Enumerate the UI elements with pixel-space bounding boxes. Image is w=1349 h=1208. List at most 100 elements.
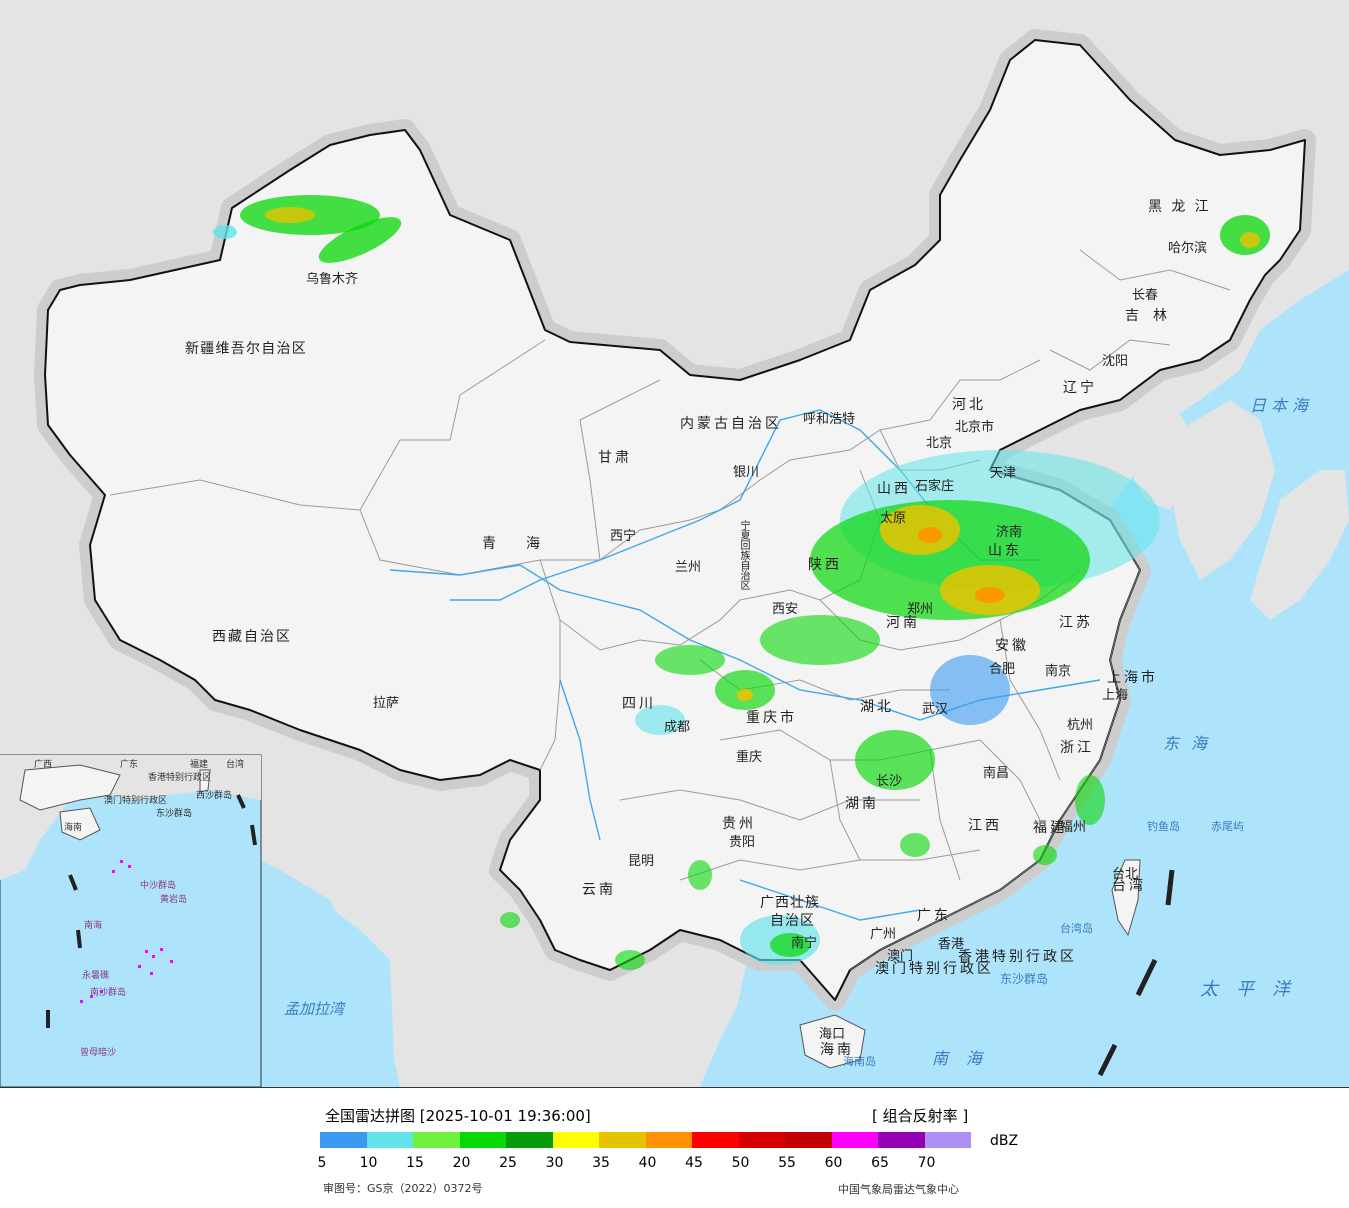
province-label: 江苏 [1059, 615, 1093, 631]
city-label: 银川 [733, 465, 760, 480]
city-label: 广州 [870, 927, 897, 942]
sea-label: 钓鱼岛 [1147, 820, 1180, 833]
province-label: 广东 [917, 908, 951, 924]
city-label: 天津 [990, 466, 1017, 481]
city-label: 哈尔滨 [1168, 241, 1208, 256]
province-label: 辽宁 [1063, 380, 1097, 396]
city-label: 福州 [1060, 820, 1087, 835]
radar-echoes [213, 195, 1270, 970]
city-label: 西宁 [610, 529, 637, 544]
city-label: 沈阳 [1102, 354, 1129, 369]
city-label: 北京 [926, 436, 953, 451]
province-label: 广西壮族 [760, 895, 820, 911]
legend-swatch [738, 1132, 785, 1148]
province-label: 宁夏回族自治区 [738, 520, 749, 590]
inset-label: 台湾 [226, 760, 245, 770]
legend-color-bar [320, 1132, 971, 1148]
city-label: 南宁 [791, 936, 818, 951]
city-label: 海口 [819, 1027, 846, 1042]
city-label: 乌鲁木齐 [306, 272, 359, 287]
city-label: 长春 [1132, 288, 1159, 303]
inset-label: 东沙群岛 [156, 809, 193, 819]
legend-swatch [645, 1132, 692, 1148]
legend-tick-label: 45 [685, 1155, 703, 1171]
legend-swatch [320, 1132, 367, 1148]
legend-tick-label: 40 [638, 1155, 657, 1171]
city-label: 长沙 [876, 774, 903, 789]
legend-title: 全国雷达拼图 [2025-10-01 19:36:00] [325, 1107, 591, 1125]
legend-tick-label: 70 [917, 1155, 936, 1171]
province-label: 湖北 [860, 699, 894, 715]
legend-swatch [506, 1132, 553, 1148]
province-label: 陕西 [808, 557, 842, 573]
inset-label: 广西 [34, 760, 53, 770]
province-label: 香港特别行政区 [958, 949, 1077, 965]
city-label: 兰州 [675, 560, 702, 575]
city-label: 武汉 [922, 702, 949, 717]
inset-label: 福建 [190, 760, 209, 770]
legend-tick-label: 15 [406, 1155, 424, 1171]
approval-number: 审图号：GS京（2022）0372号 [323, 1182, 483, 1195]
province-label: 福建 [1033, 820, 1067, 836]
japan-island [1250, 470, 1349, 620]
city-label: 石家庄 [915, 479, 955, 494]
legend-panel [0, 1088, 1349, 1208]
province-label: 澳门特别行政区 [875, 961, 994, 977]
province-label: 甘肃 [598, 450, 632, 466]
inset-label: 黄岩岛 [160, 895, 188, 905]
province-label: 浙江 [1060, 740, 1094, 756]
foreign-land-east [1170, 400, 1275, 580]
inset-label: 澳门特别行政区 [104, 796, 168, 806]
province-label: 内蒙古自治区 [680, 416, 782, 432]
city-label: 杭州 [1067, 718, 1094, 733]
legend-swatch [599, 1132, 646, 1148]
inset-label: 中沙群岛 [140, 881, 177, 891]
sea-label: 赤尾屿 [1211, 820, 1244, 833]
province-label: 吉林 [1125, 308, 1181, 324]
inset-label: 曾母暗沙 [80, 1048, 117, 1058]
sea-dash-lines [1097, 869, 1175, 1077]
legend-tick-label: 5 [317, 1155, 327, 1171]
sea-label: 南海 [932, 1049, 1001, 1068]
province-label: 安徽 [995, 638, 1029, 654]
inset-label: 南沙群岛 [90, 988, 127, 998]
legend-tick-label: 30 [545, 1155, 564, 1171]
province-label: 西藏自治区 [212, 629, 292, 645]
legend-tick-label: 50 [731, 1155, 750, 1171]
legend-swatch [413, 1132, 460, 1148]
city-label: 太原 [880, 511, 907, 526]
city-label: 香港 [938, 937, 965, 952]
sea-label: 孟加拉湾 [284, 1000, 345, 1018]
province-label: 自治区 [770, 913, 815, 929]
province-label: 四川 [622, 696, 656, 712]
hainan-island [799, 1014, 866, 1069]
legend-tick-label: 20 [452, 1155, 471, 1171]
province-label: 河北 [952, 397, 986, 413]
inset-label: 南海 [84, 921, 103, 931]
city-label: 西安 [772, 602, 799, 617]
province-label: 山西 [877, 481, 911, 497]
legend-swatch [831, 1132, 878, 1148]
city-label: 南昌 [983, 766, 1010, 781]
city-label: 南京 [1045, 664, 1072, 679]
legend-swatch [878, 1132, 925, 1148]
legend-swatch [924, 1132, 971, 1148]
sea-label: 台湾岛 [1060, 922, 1093, 935]
province-label: 河南 [886, 615, 920, 631]
city-label: 台北 [1112, 867, 1139, 882]
city-label: 北京市 [955, 420, 995, 435]
legend-tick-label: 10 [359, 1155, 378, 1171]
city-label: 贵阳 [729, 835, 756, 850]
legend-swatch [785, 1132, 832, 1148]
city-label: 上海 [1102, 688, 1129, 703]
province-label: 黑龙江 [1148, 199, 1218, 215]
legend-unit: dBZ [990, 1133, 1019, 1149]
sea-label: 东海 [1163, 734, 1220, 753]
taiwan-island [1111, 859, 1141, 937]
inset-label: 广东 [120, 760, 139, 770]
city-label: 拉萨 [373, 696, 400, 711]
city-label: 成都 [664, 720, 691, 735]
province-label: 青海 [482, 536, 570, 552]
city-label: 合肥 [989, 662, 1016, 677]
legend-swatch [692, 1132, 739, 1148]
